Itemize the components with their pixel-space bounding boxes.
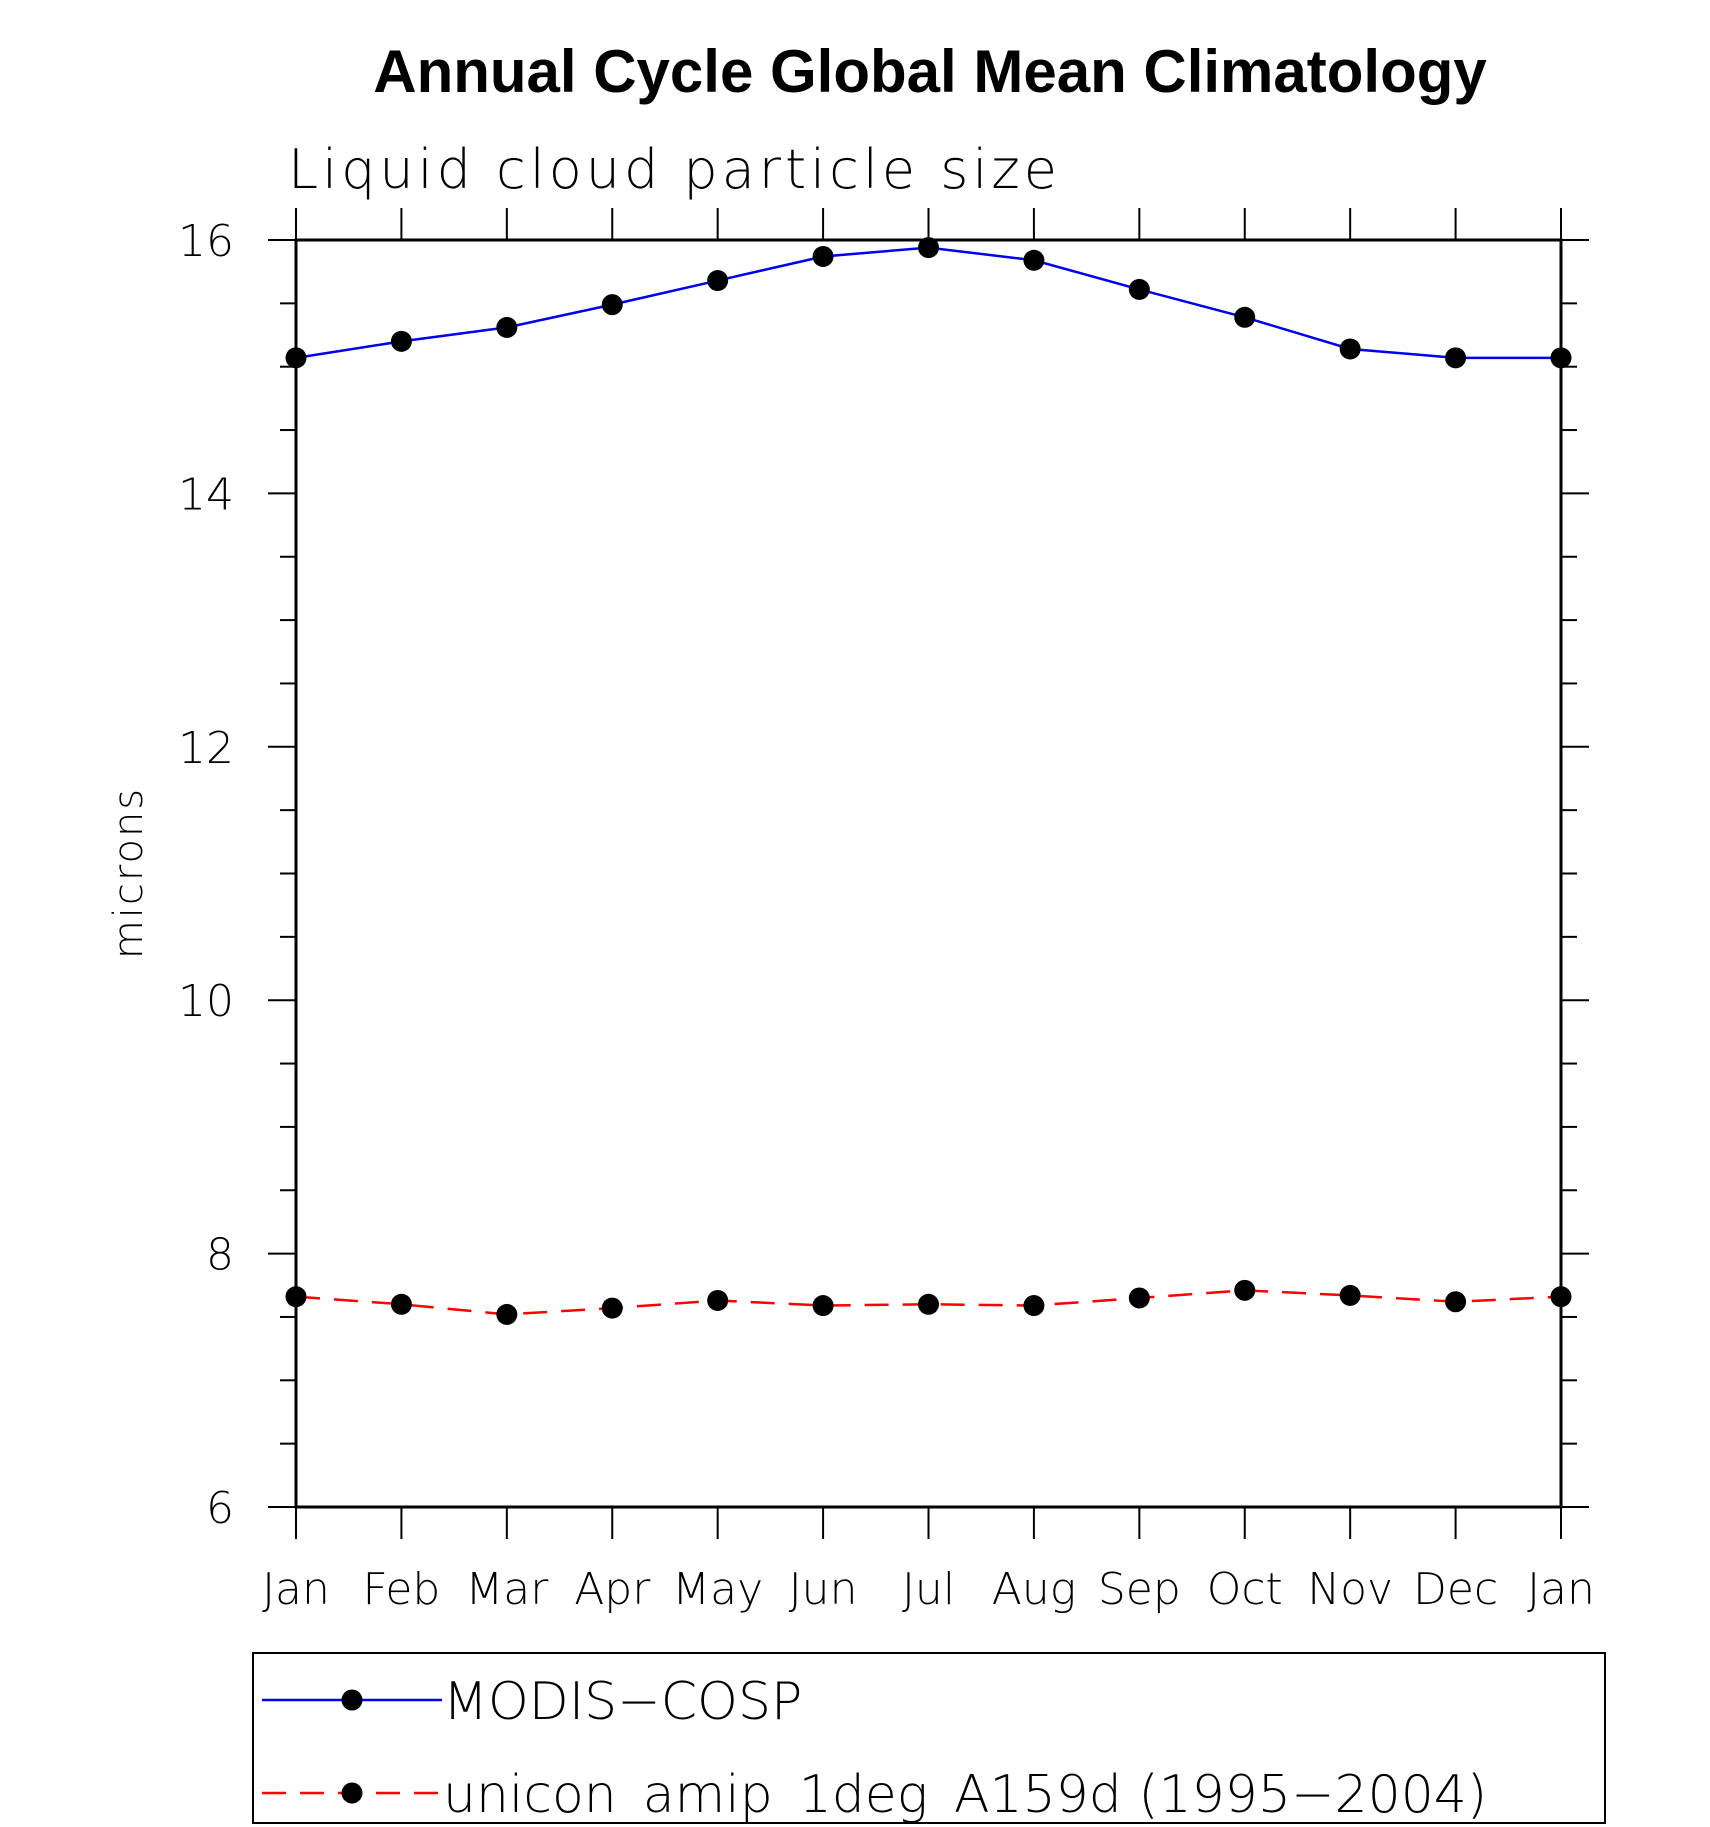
x-tick-label: Oct [1207,1564,1283,1615]
chart-subtitle: Liquid cloud particle size [288,138,1061,201]
y-tick-label: 8 [206,1230,234,1281]
y-tick-label: 6 [206,1483,234,1534]
x-tick-label: Sep [1098,1564,1181,1615]
x-tick-label: Nov [1307,1564,1393,1615]
x-tick-label: Feb [362,1564,440,1615]
series-2-point [707,1289,729,1311]
series-2-point [390,1293,412,1315]
series-1-point [1339,338,1361,360]
series-2-point [1339,1284,1361,1306]
series-1-point [496,316,518,338]
legend-label-2: unicon_amip_1deg_A159d (1995−2004) [443,1765,1487,1825]
x-tick-label: Jun [789,1564,858,1615]
x-tick-label: Dec [1413,1564,1498,1615]
series-1-point [1023,249,1045,271]
series-2-point [918,1293,939,1315]
x-tick-label: Jul [902,1564,955,1615]
series-2-point [601,1297,623,1319]
series-line-1 [295,246,1561,360]
series-2-point [1445,1291,1467,1313]
x-tick-label: Mar [465,1564,549,1615]
x-tick-label: Jan [262,1564,330,1615]
y-tick-label: 16 [178,216,234,267]
y-tick-label: 10 [178,976,234,1027]
legend-label-1: MODIS−COSP [443,1672,802,1732]
plot-frame [294,238,1563,1509]
series-1-point [918,237,939,259]
y-tick-label: 12 [178,723,234,774]
legend-box [252,1652,1606,1824]
series-2-point [1550,1286,1572,1308]
series-1-point [390,330,412,352]
series-2-point [1128,1287,1150,1309]
x-tick-label: Jan [1527,1564,1595,1615]
series-1-point [812,245,834,267]
series-1-point [601,294,623,316]
series-1-point [1128,278,1150,300]
series-1-point [1234,306,1256,328]
y-axis-label: microns [106,787,152,959]
x-tick-label: Aug [992,1564,1076,1615]
y-tick-label: 14 [178,469,234,520]
legend-marker-2 [341,1782,363,1804]
series-1-point [1445,347,1467,369]
chart-title: Annual Cycle Global Mean Climatology [373,38,1487,105]
x-tick-label: May [672,1564,763,1615]
plot-area: 6 8 10 12 14 16 Jan Feb Mar Apr May Jun Jul Aug Sep Oct… [178,208,1595,1615]
legend: MODIS−COSP unicon_amip_1deg_A159d (1995−2… [252,1652,1606,1825]
series-1-point [285,347,307,369]
series-2-point [496,1303,518,1325]
x-tick-label: Apr [574,1564,651,1615]
series-2-point [812,1295,834,1317]
series-1-point [707,270,729,292]
series-2-point [1234,1279,1256,1301]
series-1-point [1550,347,1572,369]
series-2-point [1023,1295,1045,1317]
legend-marker-1 [341,1689,363,1711]
series-2-point [285,1286,307,1308]
